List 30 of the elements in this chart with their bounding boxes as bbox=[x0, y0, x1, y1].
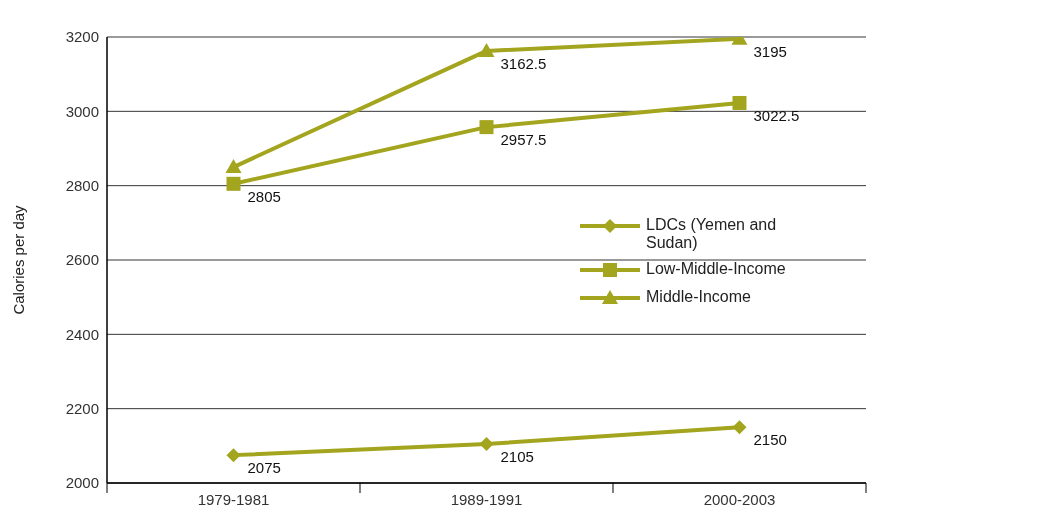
data-label: 2957.5 bbox=[500, 131, 547, 149]
y-tick-label: 2000 bbox=[65, 474, 99, 492]
point bbox=[479, 120, 494, 135]
data-label: 2150 bbox=[753, 431, 787, 449]
y-axis-title: Calories per day bbox=[10, 204, 28, 315]
data-label: 3022.5 bbox=[753, 106, 800, 124]
point bbox=[732, 95, 747, 110]
x-tick-label: 2000-2003 bbox=[703, 491, 776, 508]
data-label: 3162.5 bbox=[500, 54, 547, 72]
data-label: 3195 bbox=[753, 42, 787, 60]
y-tick-label: 2800 bbox=[65, 176, 99, 194]
point bbox=[732, 420, 747, 435]
x-tick-label: 1979-1981 bbox=[197, 491, 270, 508]
data-label: 2805 bbox=[247, 187, 281, 205]
data-label: 2105 bbox=[500, 447, 534, 465]
legend-label: Middle-Income bbox=[646, 288, 752, 306]
point bbox=[478, 42, 495, 57]
legend-label: Low-Middle-Income bbox=[646, 260, 787, 278]
point bbox=[226, 448, 241, 463]
point bbox=[479, 436, 494, 451]
y-tick-label: 3000 bbox=[65, 102, 99, 120]
legend-label: LDCs (Yemen and Sudan) bbox=[646, 216, 778, 252]
y-tick-label: 2600 bbox=[65, 251, 99, 269]
y-tick-label: 3200 bbox=[65, 28, 99, 46]
point bbox=[225, 159, 242, 174]
y-tick-label: 2400 bbox=[65, 325, 99, 343]
data-label: 2075 bbox=[247, 459, 281, 477]
point bbox=[226, 176, 241, 191]
x-tick-label: 1989-1991 bbox=[450, 491, 523, 508]
y-tick-label: 2200 bbox=[65, 399, 99, 417]
